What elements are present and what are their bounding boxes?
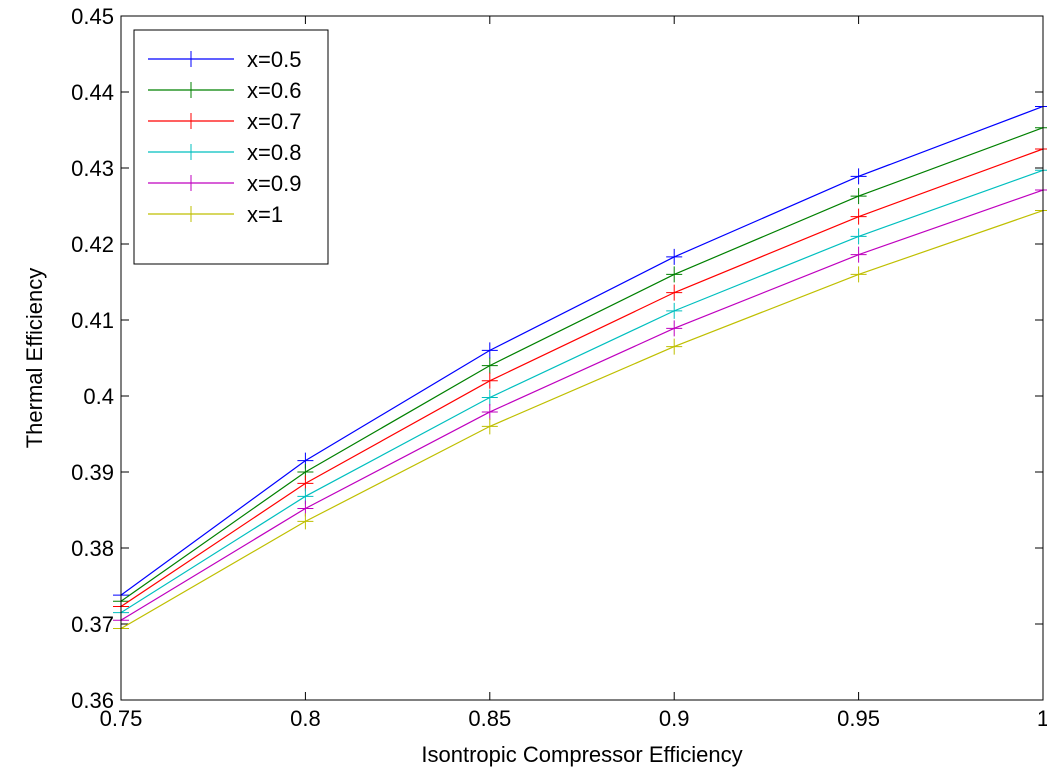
series-line [120,189,1044,621]
legend-entry: x=0.6 [148,78,301,103]
data-point [481,418,498,435]
legend-label: x=0.8 [247,140,301,165]
y-tick-label: 0.45 [71,4,114,29]
legend-marker [183,51,199,67]
legend-marker [183,82,199,98]
series-line [120,148,1044,608]
series-x=1 [113,202,1047,637]
legend-marker [183,144,199,160]
legend-entry: x=0.7 [148,109,301,134]
legend-label: x=1 [247,202,283,227]
y-tick-label: 0.4 [83,384,114,409]
data-point [666,338,683,355]
legend-entry: x=0.5 [148,47,301,72]
data-point [850,246,867,263]
data-point [481,389,498,406]
legend-entry: x=0.9 [148,171,301,196]
data-point [481,342,498,359]
data-point [666,320,683,337]
data-point [481,403,498,420]
data-point [850,188,867,205]
y-tick-label: 0.38 [71,536,114,561]
legend-marker [183,206,199,222]
y-tick-label: 0.37 [71,612,114,637]
legend: x=0.5 x=0.6 x=0.7 x=0.8 x=0.9 x=1 [133,29,329,265]
y-tick-label: 0.43 [71,156,114,181]
data-point [850,228,867,245]
x-tick-label: 0.85 [468,706,511,731]
data-point [481,372,498,389]
legend-label: x=0.5 [247,47,301,72]
x-tick-label: 1 [1037,706,1047,731]
series-line [120,127,1044,602]
legend-label: x=0.7 [247,109,301,134]
series-line [120,209,1044,630]
plot-frame [120,15,1044,701]
data-point [666,284,683,301]
data-point [481,357,498,374]
data-point [666,266,683,283]
y-tick-label: 0.42 [71,232,114,257]
legend-box [133,29,329,265]
x-axis-label: Isontropic Compressor Efficiency [421,742,742,767]
x-tick-label: 0.95 [837,706,880,731]
data-point [850,168,867,185]
series-layer [113,98,1047,637]
legend-label: x=0.6 [247,78,301,103]
data-point [666,248,683,265]
y-tick-label: 0.36 [71,688,114,713]
y-tick-label: 0.41 [71,308,114,333]
axis-ticks: 0.75 0.8 0.85 0.9 0.95 1 0.36 0.37 0.38 0.39 0.4 0.… [71,4,1047,731]
y-axis-label: Thermal Efficiency [22,268,47,449]
series-line [120,169,1044,614]
legend-marker [183,113,199,129]
x-tick-label: 0.75 [100,706,143,731]
data-point [850,266,867,283]
series-line [120,105,1044,596]
legend-marker [183,175,199,191]
x-tick-label: 0.9 [659,706,690,731]
x-tick-label: 0.8 [290,706,321,731]
y-tick-label: 0.44 [71,80,114,105]
legend-entry: x=0.8 [148,140,301,165]
data-point [666,302,683,319]
legend-entry: x=1 [148,202,283,227]
data-point [850,208,867,225]
data-point [297,513,314,530]
legend-label: x=0.9 [247,171,301,196]
y-tick-label: 0.39 [71,460,114,485]
